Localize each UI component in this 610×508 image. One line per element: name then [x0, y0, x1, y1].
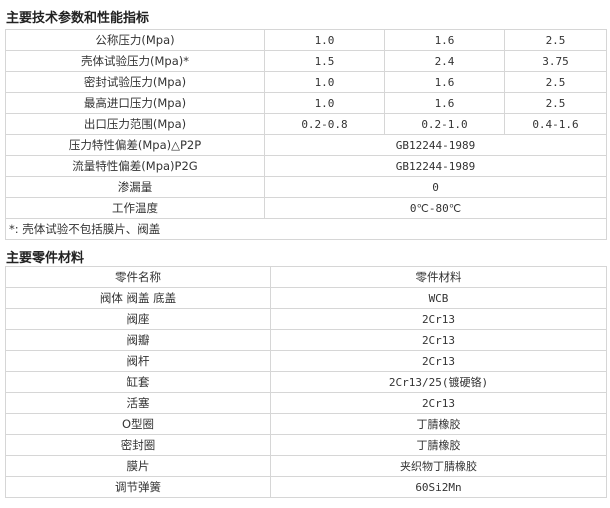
table-row: 膜片 夹织物丁腈橡胶: [5, 455, 607, 477]
param-label: 出口压力范围(Mpa): [5, 113, 265, 135]
part-material: 丁腈橡胶: [270, 434, 607, 456]
param-value: 0℃-80℃: [264, 197, 607, 219]
part-material: 2Cr13: [270, 308, 607, 330]
param-value: 1.6: [384, 71, 505, 93]
part-name: 缸套: [5, 371, 271, 393]
param-value: 2.5: [504, 92, 607, 114]
spec-row: 密封试验压力(Mpa) 1.0 1.6 2.5: [5, 71, 607, 93]
part-name: 阀杆: [5, 350, 271, 372]
spec-row: 公称压力(Mpa) 1.0 1.6 2.5: [5, 29, 607, 51]
param-value: 3.75: [504, 50, 607, 72]
param-value: GB12244-1989: [264, 134, 607, 156]
param-value: 1.6: [384, 29, 505, 51]
part-name: O型圈: [5, 413, 271, 435]
param-value: 1.5: [264, 50, 385, 72]
part-material: 2Cr13: [270, 350, 607, 372]
table-row: 调节弹簧 60Si2Mn: [5, 476, 607, 498]
parts-title: 主要零件材料: [6, 251, 85, 266]
param-label: 工作温度: [5, 197, 265, 219]
part-material: 60Si2Mn: [270, 476, 607, 498]
part-material: 2Cr13: [270, 329, 607, 351]
table-row: 阀座 2Cr13: [5, 308, 607, 330]
table-row: 阀杆 2Cr13: [5, 350, 607, 372]
param-value: 0.2-1.0: [384, 113, 505, 135]
param-label: 压力特性偏差(Mpa)△P2P: [5, 134, 265, 156]
column-header: 零件材料: [270, 266, 607, 288]
table-row: 阀体 阀盖 底盖 WCB: [5, 287, 607, 309]
spec-title: 主要技术参数和性能指标: [6, 11, 150, 26]
param-label: 最高进口压力(Mpa): [5, 92, 265, 114]
header-row: 零件名称 零件材料: [5, 266, 607, 288]
table-row: 缸套 2Cr13/25(镀硬铬): [5, 371, 607, 393]
part-material: 丁腈橡胶: [270, 413, 607, 435]
part-name: 膜片: [5, 455, 271, 477]
part-name: 调节弹簧: [5, 476, 271, 498]
param-value: 2.5: [504, 29, 607, 51]
table-row: 活塞 2Cr13: [5, 392, 607, 414]
footnote: *: 壳体试验不包括膜片、阀盖: [5, 218, 607, 240]
param-value: 1.0: [264, 29, 385, 51]
part-name: 阀座: [5, 308, 271, 330]
param-value: 0.4-1.6: [504, 113, 607, 135]
param-value: 1.6: [384, 92, 505, 114]
table-row: 密封圈 丁腈橡胶: [5, 434, 607, 456]
param-value: GB12244-1989: [264, 155, 607, 177]
spec-row: 渗漏量 0: [5, 176, 607, 198]
param-label: 渗漏量: [5, 176, 265, 198]
part-material: 夹织物丁腈橡胶: [270, 455, 607, 477]
spec-row: 壳体试验压力(Mpa)* 1.5 2.4 3.75: [5, 50, 607, 72]
part-material: 2Cr13/25(镀硬铬): [270, 371, 607, 393]
part-name: 密封圈: [5, 434, 271, 456]
param-value: 2.5: [504, 71, 607, 93]
spec-table: 公称压力(Mpa) 1.0 1.6 2.5 壳体试验压力(Mpa)* 1.5 2.4 3.75…: [5, 29, 607, 240]
param-value: 2.4: [384, 50, 505, 72]
param-value: 0: [264, 176, 607, 198]
parts-table: 零件名称 零件材料 阀体 阀盖 底盖 WCB 阀座 2Cr13 阀瓣 2Cr13 阀杆 2Cr13…: [5, 266, 607, 498]
column-header: 零件名称: [5, 266, 271, 288]
param-label: 公称压力(Mpa): [5, 29, 265, 51]
part-name: 阀瓣: [5, 329, 271, 351]
param-value: 0.2-0.8: [264, 113, 385, 135]
table-row: O型圈 丁腈橡胶: [5, 413, 607, 435]
spec-row: 流量特性偏差(Mpa)P2G GB12244-1989: [5, 155, 607, 177]
spec-row: 工作温度 0℃-80℃: [5, 197, 607, 219]
spec-row: 出口压力范围(Mpa) 0.2-0.8 0.2-1.0 0.4-1.6: [5, 113, 607, 135]
param-label: 壳体试验压力(Mpa)*: [5, 50, 265, 72]
table-row: 阀瓣 2Cr13: [5, 329, 607, 351]
param-label: 密封试验压力(Mpa): [5, 71, 265, 93]
spec-row: 压力特性偏差(Mpa)△P2P GB12244-1989: [5, 134, 607, 156]
part-material: 2Cr13: [270, 392, 607, 414]
param-value: 1.0: [264, 71, 385, 93]
param-value: 1.0: [264, 92, 385, 114]
spec-row: 最高进口压力(Mpa) 1.0 1.6 2.5: [5, 92, 607, 114]
part-name: 阀体 阀盖 底盖: [5, 287, 271, 309]
part-name: 活塞: [5, 392, 271, 414]
part-material: WCB: [270, 287, 607, 309]
param-label: 流量特性偏差(Mpa)P2G: [5, 155, 265, 177]
